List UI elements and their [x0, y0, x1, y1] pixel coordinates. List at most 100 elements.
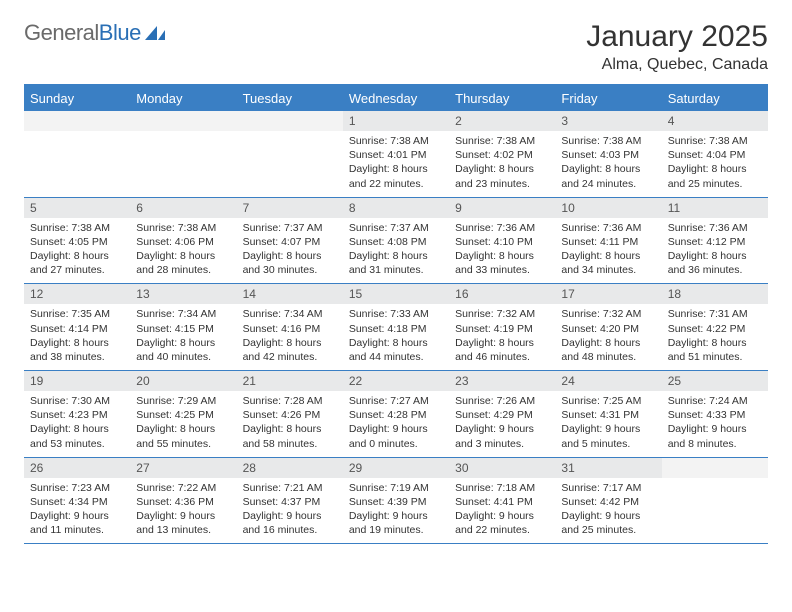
sunrise-text: Sunrise: 7:37 AM	[349, 221, 443, 235]
day-number: 30	[449, 458, 555, 478]
sunrise-text: Sunrise: 7:36 AM	[668, 221, 762, 235]
day-number: 11	[662, 198, 768, 218]
daylight-text: and 33 minutes.	[455, 263, 549, 277]
week-row: 19Sunrise: 7:30 AMSunset: 4:23 PMDayligh…	[24, 371, 768, 458]
day-details: Sunrise: 7:36 AMSunset: 4:11 PMDaylight:…	[555, 218, 661, 284]
daylight-text: and 42 minutes.	[243, 350, 337, 364]
sunset-text: Sunset: 4:23 PM	[30, 408, 124, 422]
day-details: Sunrise: 7:32 AMSunset: 4:20 PMDaylight:…	[555, 304, 661, 370]
sunset-text: Sunset: 4:34 PM	[30, 495, 124, 509]
daylight-text: Daylight: 8 hours	[136, 422, 230, 436]
day-details: Sunrise: 7:29 AMSunset: 4:25 PMDaylight:…	[130, 391, 236, 457]
daylight-text: and 28 minutes.	[136, 263, 230, 277]
day-number: 9	[449, 198, 555, 218]
sunset-text: Sunset: 4:20 PM	[561, 322, 655, 336]
sunrise-text: Sunrise: 7:24 AM	[668, 394, 762, 408]
week-row: 12Sunrise: 7:35 AMSunset: 4:14 PMDayligh…	[24, 284, 768, 371]
day-details: Sunrise: 7:30 AMSunset: 4:23 PMDaylight:…	[24, 391, 130, 457]
daylight-text: Daylight: 8 hours	[561, 162, 655, 176]
sunset-text: Sunset: 4:16 PM	[243, 322, 337, 336]
daylight-text: Daylight: 9 hours	[668, 422, 762, 436]
sunrise-text: Sunrise: 7:28 AM	[243, 394, 337, 408]
daylight-text: Daylight: 9 hours	[455, 509, 549, 523]
daylight-text: and 3 minutes.	[455, 437, 549, 451]
day-header-cell: Friday	[555, 86, 661, 111]
sunset-text: Sunset: 4:03 PM	[561, 148, 655, 162]
day-number: 6	[130, 198, 236, 218]
sunrise-text: Sunrise: 7:29 AM	[136, 394, 230, 408]
daylight-text: and 38 minutes.	[30, 350, 124, 364]
calendar: SundayMondayTuesdayWednesdayThursdayFrid…	[24, 84, 768, 544]
daylight-text: Daylight: 8 hours	[455, 249, 549, 263]
day-number: 4	[662, 111, 768, 131]
day-number: 3	[555, 111, 661, 131]
week-row: 26Sunrise: 7:23 AMSunset: 4:34 PMDayligh…	[24, 458, 768, 545]
day-details: Sunrise: 7:33 AMSunset: 4:18 PMDaylight:…	[343, 304, 449, 370]
daylight-text: Daylight: 9 hours	[136, 509, 230, 523]
day-number: 17	[555, 284, 661, 304]
day-number: 31	[555, 458, 661, 478]
daylight-text: Daylight: 8 hours	[349, 249, 443, 263]
day-cell: 2Sunrise: 7:38 AMSunset: 4:02 PMDaylight…	[449, 111, 555, 197]
daylight-text: and 53 minutes.	[30, 437, 124, 451]
sunset-text: Sunset: 4:02 PM	[455, 148, 549, 162]
day-details: Sunrise: 7:31 AMSunset: 4:22 PMDaylight:…	[662, 304, 768, 370]
day-number: 27	[130, 458, 236, 478]
day-details: Sunrise: 7:38 AMSunset: 4:05 PMDaylight:…	[24, 218, 130, 284]
day-details: Sunrise: 7:18 AMSunset: 4:41 PMDaylight:…	[449, 478, 555, 544]
day-cell: 21Sunrise: 7:28 AMSunset: 4:26 PMDayligh…	[237, 371, 343, 457]
daylight-text: Daylight: 8 hours	[668, 336, 762, 350]
day-number: 13	[130, 284, 236, 304]
day-number: 28	[237, 458, 343, 478]
day-details: Sunrise: 7:28 AMSunset: 4:26 PMDaylight:…	[237, 391, 343, 457]
sunrise-text: Sunrise: 7:31 AM	[668, 307, 762, 321]
day-details: Sunrise: 7:37 AMSunset: 4:07 PMDaylight:…	[237, 218, 343, 284]
sunset-text: Sunset: 4:15 PM	[136, 322, 230, 336]
day-number: 21	[237, 371, 343, 391]
week-row: 5Sunrise: 7:38 AMSunset: 4:05 PMDaylight…	[24, 198, 768, 285]
day-details: Sunrise: 7:34 AMSunset: 4:16 PMDaylight:…	[237, 304, 343, 370]
sunset-text: Sunset: 4:41 PM	[455, 495, 549, 509]
day-header-row: SundayMondayTuesdayWednesdayThursdayFrid…	[24, 86, 768, 111]
daylight-text: and 25 minutes.	[668, 177, 762, 191]
day-cell	[24, 111, 130, 197]
sunset-text: Sunset: 4:10 PM	[455, 235, 549, 249]
daylight-text: and 55 minutes.	[136, 437, 230, 451]
day-cell: 7Sunrise: 7:37 AMSunset: 4:07 PMDaylight…	[237, 198, 343, 284]
daylight-text: Daylight: 8 hours	[561, 336, 655, 350]
daylight-text: and 8 minutes.	[668, 437, 762, 451]
sunrise-text: Sunrise: 7:21 AM	[243, 481, 337, 495]
daylight-text: Daylight: 9 hours	[561, 422, 655, 436]
daylight-text: Daylight: 8 hours	[30, 336, 124, 350]
day-number: 26	[24, 458, 130, 478]
day-header-cell: Saturday	[662, 86, 768, 111]
day-header-cell: Tuesday	[237, 86, 343, 111]
daylight-text: Daylight: 8 hours	[243, 422, 337, 436]
sunrise-text: Sunrise: 7:23 AM	[30, 481, 124, 495]
daylight-text: and 51 minutes.	[668, 350, 762, 364]
sunrise-text: Sunrise: 7:36 AM	[455, 221, 549, 235]
day-cell: 5Sunrise: 7:38 AMSunset: 4:05 PMDaylight…	[24, 198, 130, 284]
daylight-text: and 58 minutes.	[243, 437, 337, 451]
sunset-text: Sunset: 4:12 PM	[668, 235, 762, 249]
logo-sail-icon	[145, 26, 165, 40]
sunrise-text: Sunrise: 7:26 AM	[455, 394, 549, 408]
day-cell: 8Sunrise: 7:37 AMSunset: 4:08 PMDaylight…	[343, 198, 449, 284]
day-number: 14	[237, 284, 343, 304]
day-details: Sunrise: 7:23 AMSunset: 4:34 PMDaylight:…	[24, 478, 130, 544]
title-block: January 2025 Alma, Quebec, Canada	[586, 20, 768, 74]
day-header-cell: Thursday	[449, 86, 555, 111]
day-number	[24, 111, 130, 131]
day-details: Sunrise: 7:17 AMSunset: 4:42 PMDaylight:…	[555, 478, 661, 544]
sunset-text: Sunset: 4:36 PM	[136, 495, 230, 509]
day-number	[130, 111, 236, 131]
day-header-cell: Monday	[130, 86, 236, 111]
daylight-text: Daylight: 8 hours	[136, 336, 230, 350]
day-number: 5	[24, 198, 130, 218]
sunset-text: Sunset: 4:42 PM	[561, 495, 655, 509]
daylight-text: Daylight: 8 hours	[455, 336, 549, 350]
day-cell: 18Sunrise: 7:31 AMSunset: 4:22 PMDayligh…	[662, 284, 768, 370]
sunset-text: Sunset: 4:07 PM	[243, 235, 337, 249]
day-cell: 9 Sunrise: 7:36 AMSunset: 4:10 PMDaylight…	[449, 198, 555, 284]
daylight-text: and 13 minutes.	[136, 523, 230, 537]
